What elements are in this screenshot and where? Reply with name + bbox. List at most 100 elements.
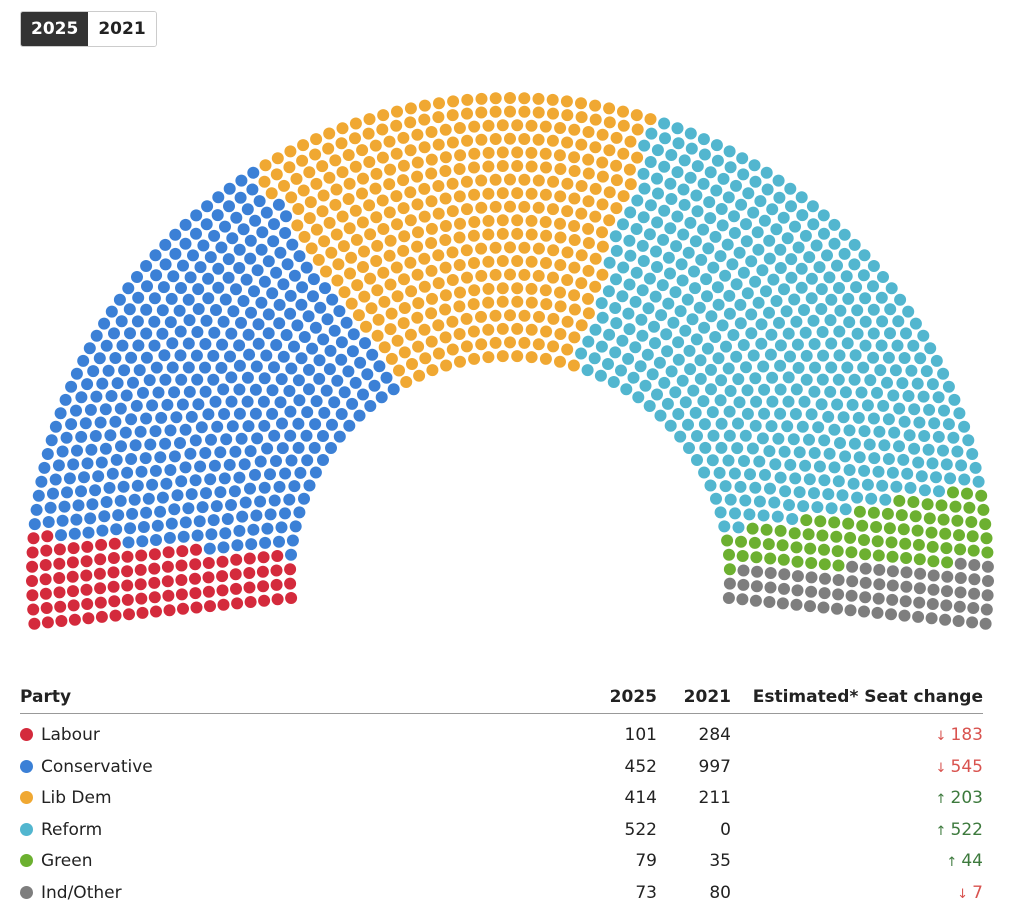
seat-dot [160, 477, 173, 490]
seat-dot [110, 523, 123, 536]
seat-dot [799, 459, 812, 472]
seat-dot [66, 570, 79, 583]
seat-dot [249, 407, 262, 420]
seat-dot [539, 188, 552, 201]
seat-dot [45, 434, 58, 447]
seat-dot [805, 585, 818, 598]
seat-dot [80, 555, 93, 568]
seat-dot [805, 292, 818, 305]
toggle-2025[interactable]: 2025 [21, 12, 89, 46]
seat-dot [803, 473, 816, 486]
seat-dot [218, 408, 231, 420]
seat-dot [177, 602, 189, 615]
seat-dot [397, 174, 410, 187]
seat-dot [807, 218, 820, 231]
seat-dot [271, 593, 284, 606]
seat-dot [298, 492, 310, 505]
seat-dot [261, 522, 274, 535]
seat-dot [372, 313, 385, 326]
seat-dot [684, 363, 697, 376]
seat-dot [80, 569, 93, 582]
seat-dot [362, 127, 375, 140]
seat-dot [776, 597, 789, 610]
seat-dot [876, 315, 889, 328]
seat-dot [323, 171, 336, 184]
seat-dot [841, 337, 854, 350]
seat-dot [105, 305, 118, 318]
seat-dot [446, 109, 459, 122]
seat-dot [326, 293, 339, 306]
seat-dot [27, 532, 40, 545]
seat-dot [439, 192, 452, 205]
seat-dot [954, 557, 967, 570]
seat-dot [252, 318, 265, 331]
seat-dot [118, 364, 131, 377]
seat-dot [911, 377, 924, 390]
seat-dot [150, 534, 162, 546]
seat-dot [233, 262, 246, 274]
seats-2021: 80 [709, 883, 731, 903]
seat-dot [616, 290, 629, 303]
seat-dot [672, 137, 685, 150]
seat-dot [115, 440, 127, 453]
seat-dot [425, 222, 438, 235]
seat-dot [411, 128, 424, 141]
seat-dot [89, 430, 102, 442]
seat-dot [722, 592, 735, 604]
seat-dot [475, 338, 488, 351]
seat-dot [918, 484, 931, 497]
seat-dot [318, 235, 331, 248]
party-name: Conservative [41, 756, 153, 777]
seat-dot [701, 290, 713, 303]
seat-dot [672, 408, 685, 420]
seat-dot [314, 301, 327, 314]
seat-dot [800, 514, 813, 527]
seat-dot [656, 279, 669, 292]
seat-dot [241, 203, 254, 216]
seat-dot [496, 214, 509, 227]
seat-dot [81, 457, 94, 470]
seat-dot [610, 317, 623, 330]
seat-dot [886, 466, 899, 479]
seat-dot [253, 195, 266, 208]
seat-dot [764, 581, 777, 594]
seat-dot [730, 278, 743, 291]
seat-dot [439, 123, 452, 136]
seat-dot [285, 454, 298, 467]
seat-dot [343, 177, 356, 190]
seat-dot [828, 218, 841, 231]
seat-dot [356, 216, 369, 229]
seat-dot [828, 237, 841, 250]
seat-dot [94, 416, 107, 429]
seat-dot [426, 364, 439, 377]
seat-dot [277, 278, 290, 291]
seat-dot [346, 397, 359, 410]
seat-dot [954, 543, 967, 556]
seat-dot [629, 295, 642, 308]
toggle-2021[interactable]: 2021 [88, 12, 156, 46]
seat-dot [316, 160, 329, 173]
seat-dot [504, 173, 516, 186]
seat-dot [911, 524, 924, 537]
seat-dot [532, 106, 545, 119]
seat-dot [589, 141, 602, 154]
seat-dot [432, 180, 445, 192]
seat-dot [148, 548, 161, 561]
seat-dot [154, 451, 167, 464]
seat-dot [982, 575, 994, 587]
seat-dot [148, 591, 161, 604]
seat-dot [432, 347, 445, 360]
seat-dot [749, 372, 762, 385]
seat-dot [948, 393, 961, 406]
seat-dot [848, 373, 861, 386]
seat-dot [95, 610, 108, 623]
seat-dot [867, 303, 880, 316]
seat-dot [511, 187, 524, 200]
seat-dot [270, 266, 283, 279]
seat-dot [482, 187, 495, 200]
seat-dot [782, 395, 795, 408]
seat-dot [740, 361, 752, 374]
change-arrow: ↓ [935, 760, 951, 776]
seat-dot [833, 325, 846, 338]
seat-dot [857, 269, 870, 282]
